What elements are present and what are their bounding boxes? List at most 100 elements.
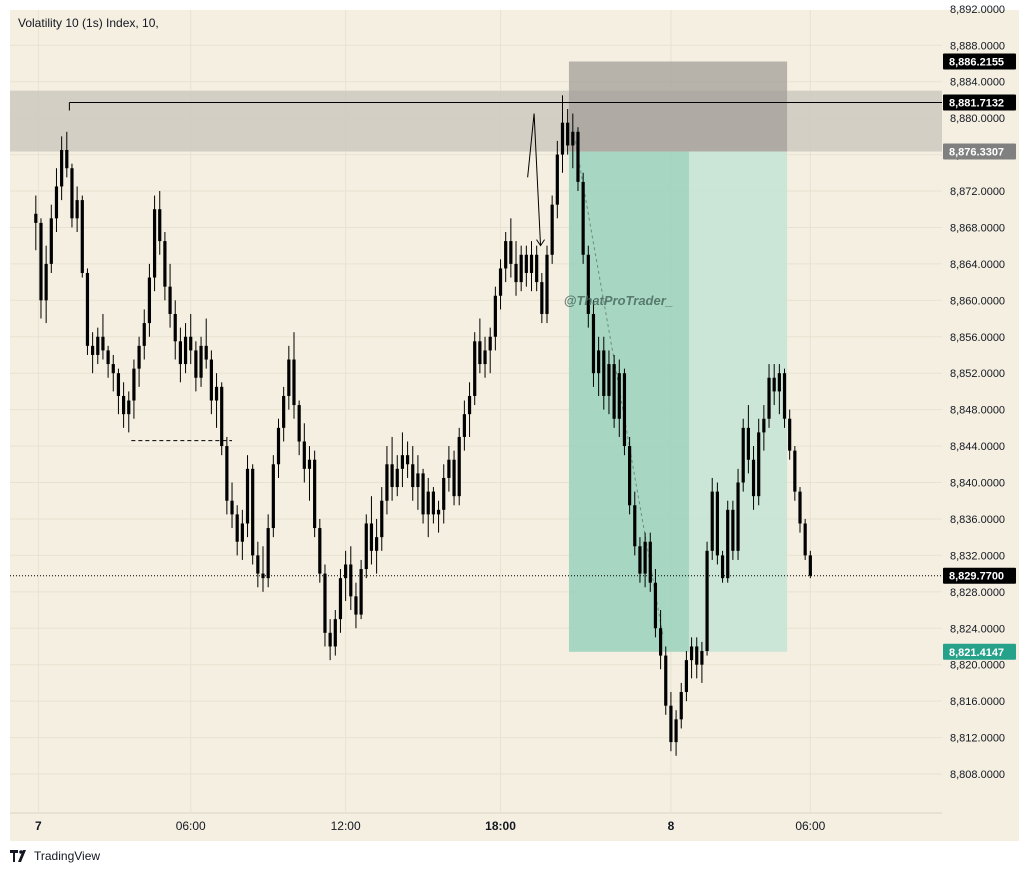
candle [344, 564, 348, 579]
candle [199, 345, 203, 378]
candle [338, 578, 343, 620]
annotation-arrow-head [536, 239, 545, 247]
candle [658, 628, 663, 656]
price-tick-label: 8,884.0000 [950, 77, 1005, 89]
stop-loss-box[interactable] [568, 61, 788, 152]
candle [767, 377, 771, 419]
candle [132, 368, 136, 401]
candle [788, 418, 792, 451]
candle [509, 241, 513, 264]
price-tick-label: 8,868.0000 [950, 222, 1005, 234]
time-tick-label: 06:00 [176, 819, 206, 833]
candle [204, 345, 208, 360]
candle [467, 395, 472, 415]
candle [369, 523, 374, 551]
price-tick-label: 8,888.0000 [950, 40, 1005, 52]
candle [457, 436, 461, 497]
take-profit-box[interactable] [568, 151, 689, 652]
candle [566, 122, 570, 146]
candle [736, 482, 740, 551]
candle [375, 537, 379, 551]
candle [695, 646, 699, 665]
candle [442, 477, 446, 510]
candle [44, 263, 48, 301]
candle [395, 468, 399, 488]
take-profit-box-extended[interactable] [688, 151, 788, 652]
annotation-arrow[interactable] [527, 113, 542, 246]
candle [111, 364, 115, 374]
candle [633, 505, 637, 547]
candle [581, 181, 585, 255]
candle [555, 154, 559, 205]
candle [127, 400, 131, 415]
price-tag-resistance: 8,881.7132 [949, 98, 1004, 110]
candle [225, 446, 229, 501]
price-tick-label: 8,892.0000 [950, 4, 1005, 16]
supply-zone[interactable] [10, 90, 942, 152]
candle [34, 213, 38, 223]
price-tick-label: 8,824.0000 [950, 623, 1005, 635]
candle [235, 514, 239, 542]
candle [318, 528, 322, 574]
candle [256, 555, 260, 574]
candle [91, 345, 95, 355]
candle [524, 254, 528, 273]
chart-title: Volatility 10 (1s) Index, 10, [18, 16, 159, 30]
candle [808, 555, 812, 576]
candle [462, 414, 466, 437]
candle [777, 373, 781, 392]
candle [576, 131, 580, 182]
candle [746, 427, 750, 460]
candle [106, 350, 110, 365]
candle [643, 541, 647, 574]
price-tick-label: 8,852.0000 [950, 368, 1005, 380]
brand-name: TradingView [34, 849, 101, 863]
price-tick-label: 8,880.0000 [950, 113, 1005, 125]
candle [612, 364, 616, 419]
candle [271, 464, 275, 529]
candle [178, 341, 182, 365]
price-tag-risk-top: 8,886.2155 [949, 57, 1004, 69]
time-tick-label: 06:00 [795, 819, 825, 833]
candle [720, 555, 725, 579]
candle [173, 313, 177, 342]
candle [726, 509, 730, 579]
candle [710, 491, 714, 551]
brand-footer[interactable]: TradingView [10, 849, 100, 863]
candle [421, 473, 425, 515]
candle [101, 336, 105, 351]
candle [550, 204, 554, 255]
candle [648, 541, 652, 583]
candle [498, 268, 503, 296]
price-tick-label: 8,808.0000 [950, 769, 1005, 781]
price-tick-label: 8,816.0000 [950, 696, 1005, 708]
candle [416, 473, 420, 488]
candle [607, 364, 611, 396]
price-tick-label: 8,836.0000 [950, 514, 1005, 526]
candle [266, 528, 270, 579]
candle [142, 323, 146, 346]
price-tick-label: 8,856.0000 [950, 332, 1005, 344]
candle [209, 359, 213, 401]
candle [121, 395, 126, 415]
candle [168, 286, 172, 314]
candle [240, 523, 244, 542]
candle [436, 509, 441, 515]
candle [519, 254, 523, 283]
time-tick-label: 18:00 [485, 819, 516, 833]
candle [261, 573, 265, 579]
candle [586, 254, 590, 314]
price-tick-label: 8,812.0000 [950, 733, 1005, 745]
candle [313, 459, 317, 529]
candle [535, 254, 539, 283]
watermark-text: @ThatProTrader_ [564, 293, 673, 308]
price-tag-entry-bg [943, 143, 1016, 160]
candle [359, 569, 363, 615]
candle [70, 168, 74, 219]
candle [364, 523, 368, 570]
candle [426, 491, 430, 515]
candle [245, 468, 250, 524]
candle [230, 500, 234, 515]
candle [488, 336, 492, 351]
